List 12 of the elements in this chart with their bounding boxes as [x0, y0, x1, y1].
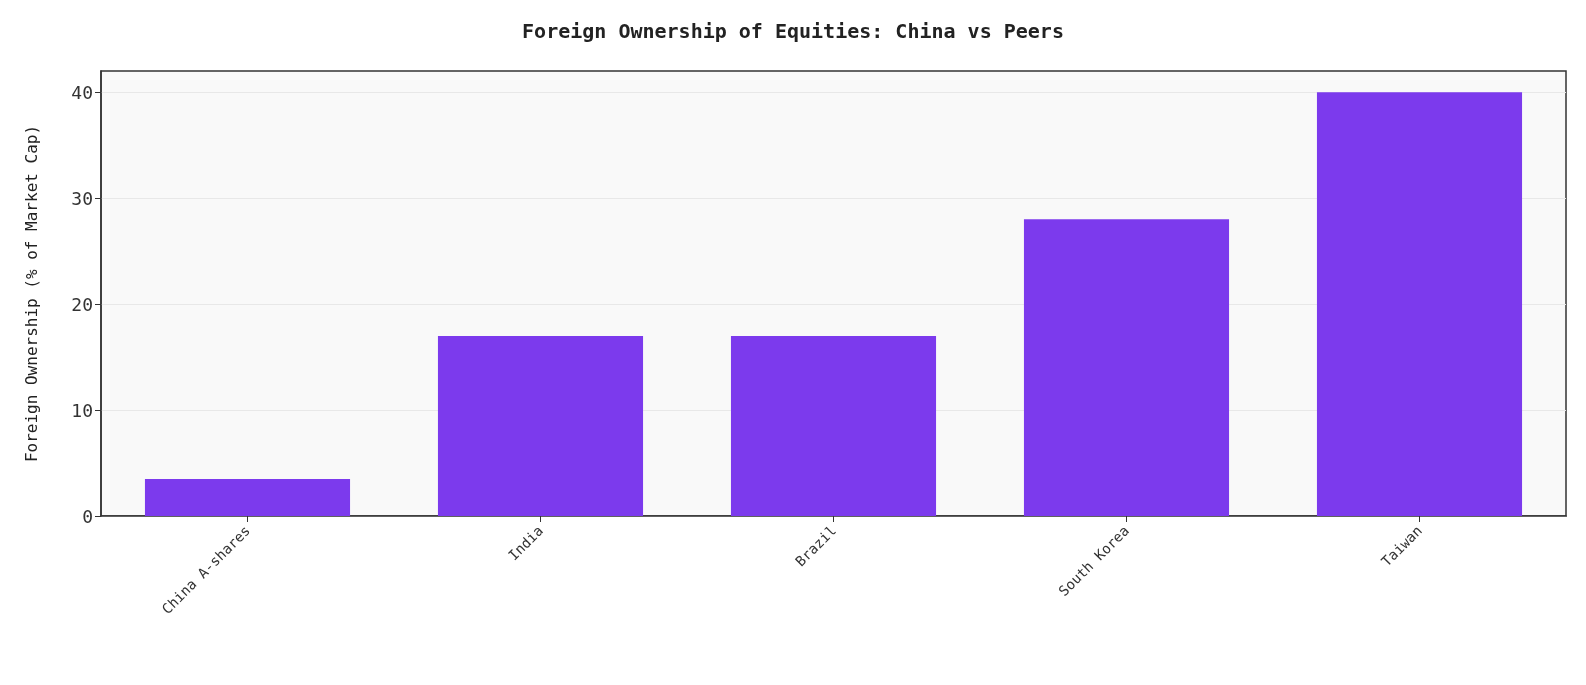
y-tick-label: 30 [71, 187, 93, 209]
y-tick-label: 0 [82, 505, 93, 527]
chart-title: Foreign Ownership of Equities: China vs Peers [522, 19, 1064, 43]
y-tick-label: 40 [71, 81, 93, 103]
bar [1316, 92, 1523, 516]
bar [144, 478, 351, 516]
bar [730, 335, 937, 516]
y-axis-title: Foreign Ownership (% of Market Cap) [21, 124, 41, 463]
bar [437, 335, 644, 516]
bar [1023, 219, 1230, 516]
y-tick-label: 10 [71, 399, 93, 421]
y-tick-label: 20 [71, 293, 93, 315]
